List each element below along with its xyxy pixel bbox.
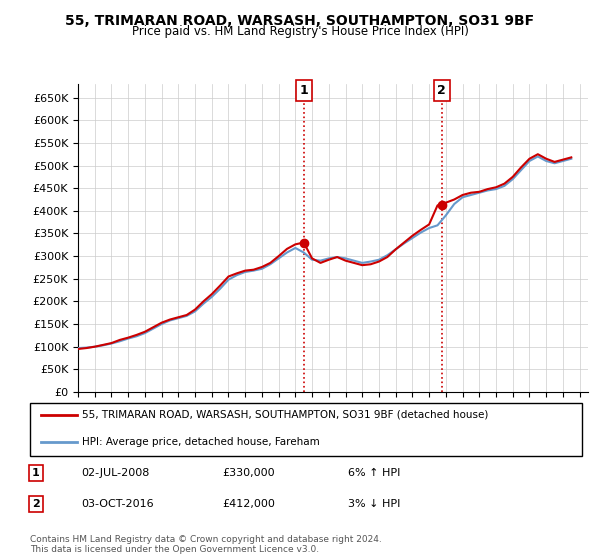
Text: 2: 2: [437, 84, 446, 97]
Text: 2: 2: [32, 499, 40, 509]
Text: Price paid vs. HM Land Registry's House Price Index (HPI): Price paid vs. HM Land Registry's House …: [131, 25, 469, 38]
Text: 1: 1: [32, 468, 40, 478]
Text: 55, TRIMARAN ROAD, WARSASH, SOUTHAMPTON, SO31 9BF: 55, TRIMARAN ROAD, WARSASH, SOUTHAMPTON,…: [65, 14, 535, 28]
Text: £330,000: £330,000: [222, 468, 275, 478]
Text: 03-OCT-2016: 03-OCT-2016: [81, 499, 154, 509]
Text: 6% ↑ HPI: 6% ↑ HPI: [348, 468, 400, 478]
Text: 1: 1: [299, 84, 308, 97]
Text: Contains HM Land Registry data © Crown copyright and database right 2024.
This d: Contains HM Land Registry data © Crown c…: [30, 535, 382, 554]
Text: HPI: Average price, detached house, Fareham: HPI: Average price, detached house, Fare…: [82, 436, 320, 446]
FancyBboxPatch shape: [30, 403, 582, 456]
Text: £412,000: £412,000: [222, 499, 275, 509]
Text: 3% ↓ HPI: 3% ↓ HPI: [348, 499, 400, 509]
Text: 02-JUL-2008: 02-JUL-2008: [81, 468, 149, 478]
Text: 55, TRIMARAN ROAD, WARSASH, SOUTHAMPTON, SO31 9BF (detached house): 55, TRIMARAN ROAD, WARSASH, SOUTHAMPTON,…: [82, 410, 489, 420]
